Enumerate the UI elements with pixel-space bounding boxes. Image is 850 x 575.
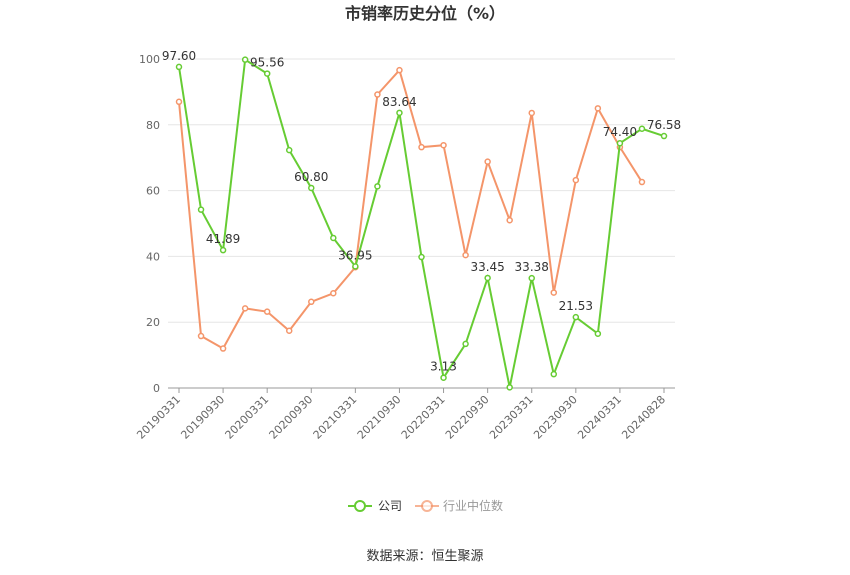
data-label: 33.45 xyxy=(470,260,504,274)
data-point xyxy=(396,109,403,117)
legend[interactable]: 公司 行业中位数 xyxy=(348,498,503,513)
x-tick-label: 20240828 xyxy=(619,393,668,442)
x-tick-label: 20200930 xyxy=(267,393,316,442)
x-tick-label: 20190331 xyxy=(134,393,183,442)
y-tick-label: 0 xyxy=(153,382,160,395)
data-point xyxy=(352,263,359,270)
y-tick-label: 100 xyxy=(139,53,160,66)
data-point xyxy=(330,289,337,297)
data-label: 74.40 xyxy=(603,125,637,139)
chart-title: 市销率历史分位（%） xyxy=(345,4,505,23)
data-point xyxy=(660,132,668,140)
data-point xyxy=(528,274,535,282)
x-tick-label: 20190930 xyxy=(178,393,227,442)
x-tick-label: 20230930 xyxy=(531,393,580,442)
legend-item[interactable]: 公司 xyxy=(348,499,402,513)
data-label: 83.64 xyxy=(382,95,416,109)
legend-label: 公司 xyxy=(378,499,402,513)
x-tick-label: 20210930 xyxy=(355,393,404,442)
data-point xyxy=(308,298,315,306)
data-point xyxy=(550,370,558,378)
data-point xyxy=(572,313,580,321)
data-label: 95.56 xyxy=(250,56,284,70)
grid xyxy=(168,58,675,323)
x-tick-label: 20220331 xyxy=(399,393,448,442)
data-point xyxy=(308,184,315,192)
x-tick-label: 20210331 xyxy=(311,393,360,442)
data-point xyxy=(594,330,602,337)
data-label: 76.58 xyxy=(647,118,681,132)
legend-marker xyxy=(421,500,433,512)
x-axis: 2019033120190930202003312020093020210331… xyxy=(134,387,675,442)
data-point xyxy=(484,158,491,165)
data-point xyxy=(241,56,249,63)
data-point xyxy=(175,63,183,71)
data-point xyxy=(638,178,646,186)
data-point xyxy=(440,141,447,149)
y-axis: 0 20 40 60 80 100 xyxy=(139,53,160,395)
data-point xyxy=(241,305,249,312)
legend-item[interactable]: 行业中位数 xyxy=(415,498,503,513)
data-point xyxy=(484,274,491,282)
data-point xyxy=(506,384,513,391)
data-point xyxy=(506,216,513,224)
data-point xyxy=(440,374,447,381)
data-point xyxy=(374,91,381,98)
data-point xyxy=(330,234,337,242)
data-point xyxy=(219,345,227,352)
data-point xyxy=(197,332,205,340)
series-line-0 xyxy=(178,57,665,388)
data-label: 41.89 xyxy=(206,232,240,246)
data-point xyxy=(285,146,293,154)
data-point xyxy=(197,206,205,213)
data-point xyxy=(396,66,403,74)
y-tick-label: 60 xyxy=(146,185,160,198)
y-tick-label: 40 xyxy=(146,250,160,263)
data-label: 21.53 xyxy=(559,299,593,313)
legend-label: 行业中位数 xyxy=(443,498,503,513)
data-point xyxy=(285,327,293,335)
data-point xyxy=(263,308,271,315)
y-tick-label: 80 xyxy=(146,119,160,132)
data-label: 36.95 xyxy=(338,248,372,262)
data-point xyxy=(374,183,381,190)
data-point xyxy=(418,253,425,261)
x-tick-label: 20220930 xyxy=(443,393,492,442)
data-point xyxy=(263,70,271,77)
series-layer xyxy=(175,56,668,391)
data-labels: 97.60 41.89 95.56 60.80 36.95 83.64 3.13 33.45 3… xyxy=(162,49,681,374)
data-point xyxy=(418,143,425,151)
x-tick-label: 20230331 xyxy=(487,393,536,442)
y-tick-label: 20 xyxy=(146,316,160,329)
data-point xyxy=(550,289,558,296)
data-label: 97.60 xyxy=(162,49,196,63)
data-point xyxy=(594,105,602,112)
legend-marker xyxy=(354,500,366,512)
x-tick-label: 20240331 xyxy=(575,393,624,442)
data-point xyxy=(572,176,580,184)
data-point xyxy=(528,109,535,117)
data-label: 33.38 xyxy=(515,260,549,274)
data-point xyxy=(616,139,624,147)
data-point xyxy=(219,246,227,254)
source-text: 数据来源：恒生聚源 xyxy=(366,549,483,564)
data-label: 60.80 xyxy=(294,170,328,184)
x-tick-label: 20200331 xyxy=(223,393,272,442)
data-point xyxy=(462,340,469,348)
series-line-1 xyxy=(178,68,643,350)
data-point xyxy=(462,251,469,259)
data-label: 3.13 xyxy=(430,360,457,374)
data-point xyxy=(638,125,646,132)
data-point xyxy=(175,98,183,106)
